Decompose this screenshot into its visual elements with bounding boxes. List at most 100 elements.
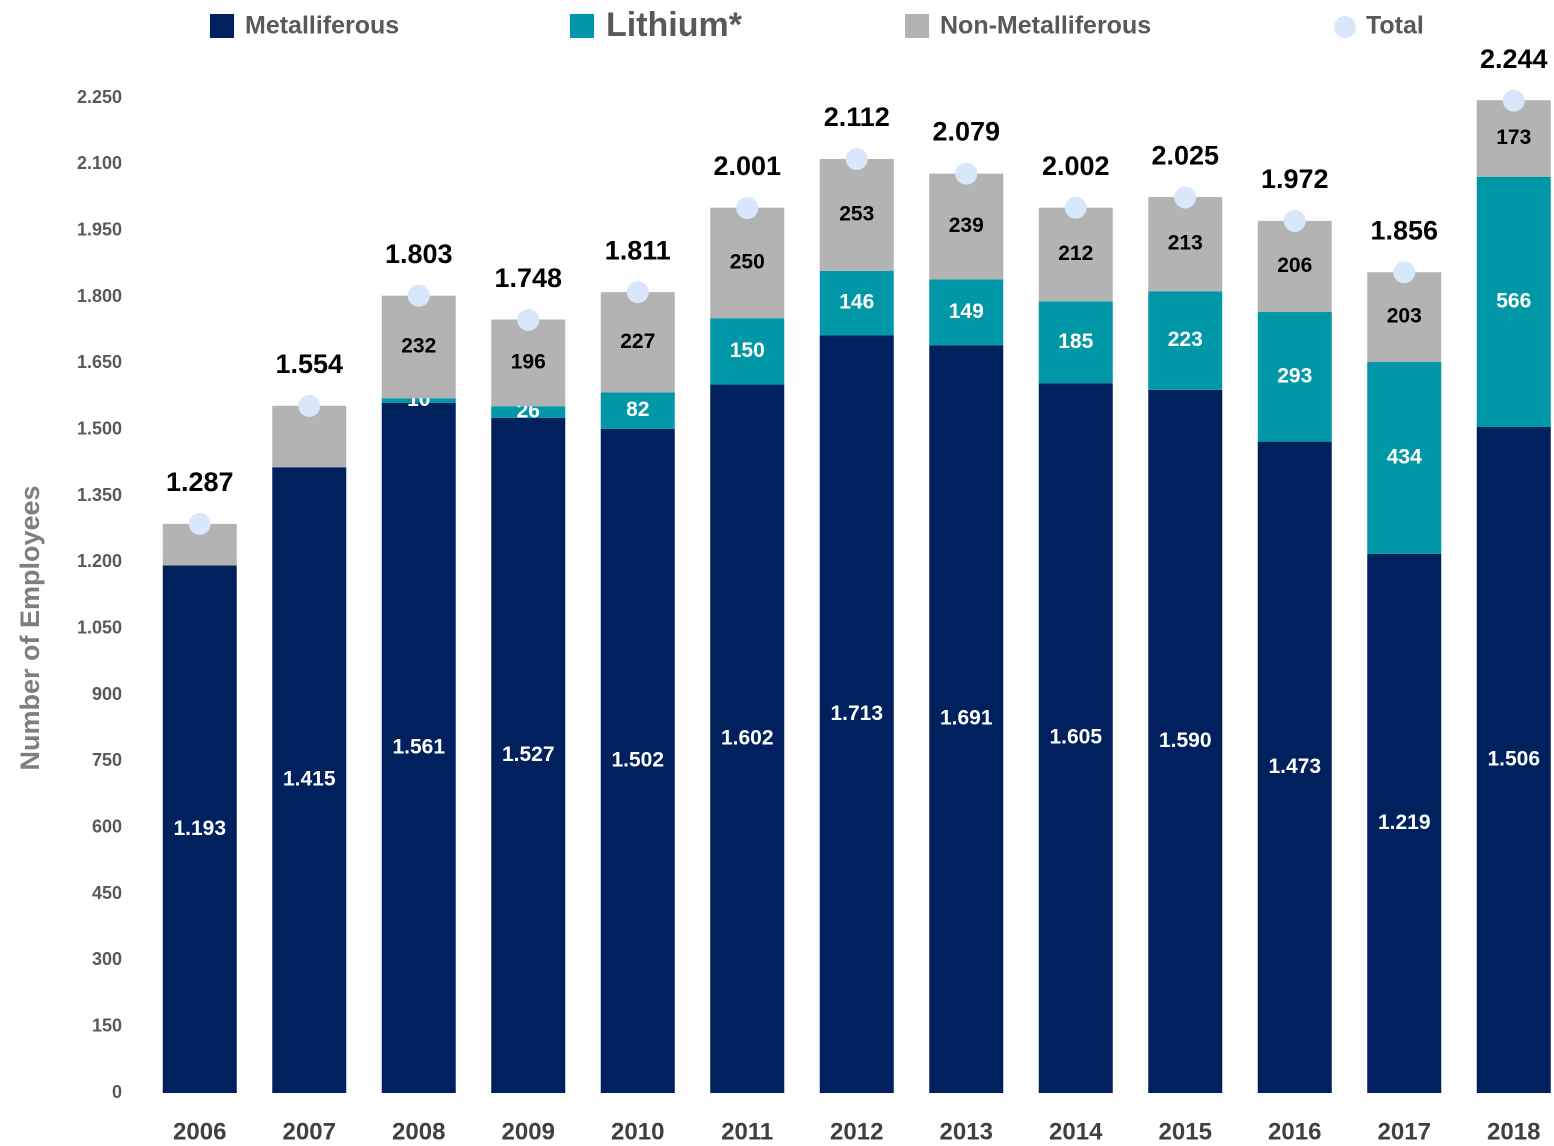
x-tick-label: 2006 xyxy=(173,1118,226,1145)
bar-segment xyxy=(162,565,237,1093)
bar-segment xyxy=(819,335,894,1093)
data-label: 1.193 xyxy=(173,817,226,840)
data-label: 566 xyxy=(1496,289,1531,312)
data-label: 196 xyxy=(511,350,546,373)
bar-segment xyxy=(600,292,675,393)
legend-swatch xyxy=(1334,16,1356,38)
data-label: 232 xyxy=(401,335,436,358)
x-tick-label: 2008 xyxy=(392,1118,445,1145)
total-label: 1.554 xyxy=(275,349,343,379)
total-label: 2.079 xyxy=(932,117,1000,147)
x-tick-label: 2016 xyxy=(1268,1118,1321,1145)
bar-segment xyxy=(491,406,566,418)
total-label: 2.112 xyxy=(824,102,890,132)
y-tick-label: 1.500 xyxy=(77,418,122,438)
y-tick-label: 1.350 xyxy=(77,485,122,505)
x-tick-label: 2011 xyxy=(721,1118,773,1145)
bar-segment xyxy=(1038,383,1113,1093)
y-tick-label: 2.250 xyxy=(77,87,122,107)
data-label: 146 xyxy=(839,291,874,314)
data-label: 82 xyxy=(626,398,649,421)
data-label: 250 xyxy=(730,250,765,273)
data-label: 1.605 xyxy=(1049,726,1102,749)
bar-segment xyxy=(710,384,785,1093)
bar-segment xyxy=(710,207,785,319)
y-tick-label: 1.800 xyxy=(77,286,122,306)
y-axis-title: Number of Employees xyxy=(15,485,45,770)
bar-segment xyxy=(1038,301,1113,384)
x-tick-label: 2014 xyxy=(1049,1118,1103,1145)
bar-segment xyxy=(710,318,785,385)
bar-segment xyxy=(381,295,456,399)
bar-segment xyxy=(929,173,1004,280)
y-tick-label: 150 xyxy=(92,1015,122,1035)
x-tick-label: 2009 xyxy=(502,1118,555,1145)
data-label: 227 xyxy=(620,330,655,353)
data-label: 173 xyxy=(1496,126,1531,149)
total-marker xyxy=(845,148,868,171)
bar-segment xyxy=(1257,312,1332,442)
total-marker xyxy=(1174,186,1197,209)
data-label: 253 xyxy=(839,203,874,226)
bar-segment xyxy=(1476,176,1551,428)
total-label: 2.002 xyxy=(1042,151,1110,181)
bar-segment xyxy=(1257,441,1332,1093)
x-tick-label: 2010 xyxy=(611,1118,664,1145)
y-tick-label: 600 xyxy=(92,816,122,836)
data-label: 1.691 xyxy=(940,707,993,730)
legend-label: Metalliferous xyxy=(245,12,399,40)
total-marker xyxy=(1064,196,1087,219)
y-tick-label: 2.100 xyxy=(77,153,122,173)
total-marker xyxy=(298,394,321,417)
total-label: 2.001 xyxy=(713,151,781,181)
total-marker xyxy=(736,197,759,220)
y-tick-label: 300 xyxy=(92,949,122,969)
total-marker xyxy=(1502,89,1525,112)
bar-segment xyxy=(1257,220,1332,313)
total-label: 1.856 xyxy=(1370,215,1438,245)
x-tick-label: 2017 xyxy=(1378,1118,1431,1145)
total-marker xyxy=(626,281,649,304)
data-label: 1.713 xyxy=(830,702,883,725)
bar-segment xyxy=(272,467,347,1093)
y-tick-label: 1.200 xyxy=(77,551,122,571)
total-label: 2.025 xyxy=(1151,141,1219,171)
bar-segment xyxy=(1148,389,1223,1093)
data-label: 293 xyxy=(1277,364,1312,387)
bar-segment xyxy=(1148,197,1223,292)
total-marker xyxy=(1393,261,1416,284)
y-tick-label: 0 xyxy=(112,1082,122,1102)
total-marker xyxy=(407,284,430,307)
bar-segment xyxy=(381,398,456,403)
data-label: 239 xyxy=(949,214,984,237)
data-label: 1.473 xyxy=(1268,755,1321,778)
y-tick-label: 1.950 xyxy=(77,219,122,239)
legend-swatch xyxy=(905,14,929,38)
y-tick-label: 750 xyxy=(92,750,122,770)
bar-segment xyxy=(1038,207,1113,302)
data-label: 212 xyxy=(1058,242,1093,265)
legend-swatch xyxy=(210,14,234,38)
data-label: 223 xyxy=(1168,328,1203,351)
data-label: 434 xyxy=(1387,446,1422,469)
data-label: 1.502 xyxy=(611,748,664,771)
total-label: 1.972 xyxy=(1261,164,1329,194)
data-label: 185 xyxy=(1058,330,1093,353)
legend-label: Non-Metalliferous xyxy=(940,12,1151,40)
bar-segment xyxy=(1367,553,1442,1093)
total-label: 1.748 xyxy=(494,263,562,293)
x-tick-label: 2012 xyxy=(830,1118,883,1145)
total-marker xyxy=(1283,209,1306,232)
total-marker xyxy=(517,308,540,331)
data-label: 1.602 xyxy=(721,726,774,749)
data-label: 1.561 xyxy=(392,735,445,758)
bar-segment xyxy=(1476,100,1551,177)
data-label: 150 xyxy=(730,339,765,362)
y-tick-label: 900 xyxy=(92,684,122,704)
data-label: 1.219 xyxy=(1378,811,1431,834)
total-label: 1.803 xyxy=(385,239,453,269)
data-label: 213 xyxy=(1168,232,1203,255)
legend-swatch xyxy=(570,14,594,38)
bar-segment xyxy=(1476,427,1551,1094)
